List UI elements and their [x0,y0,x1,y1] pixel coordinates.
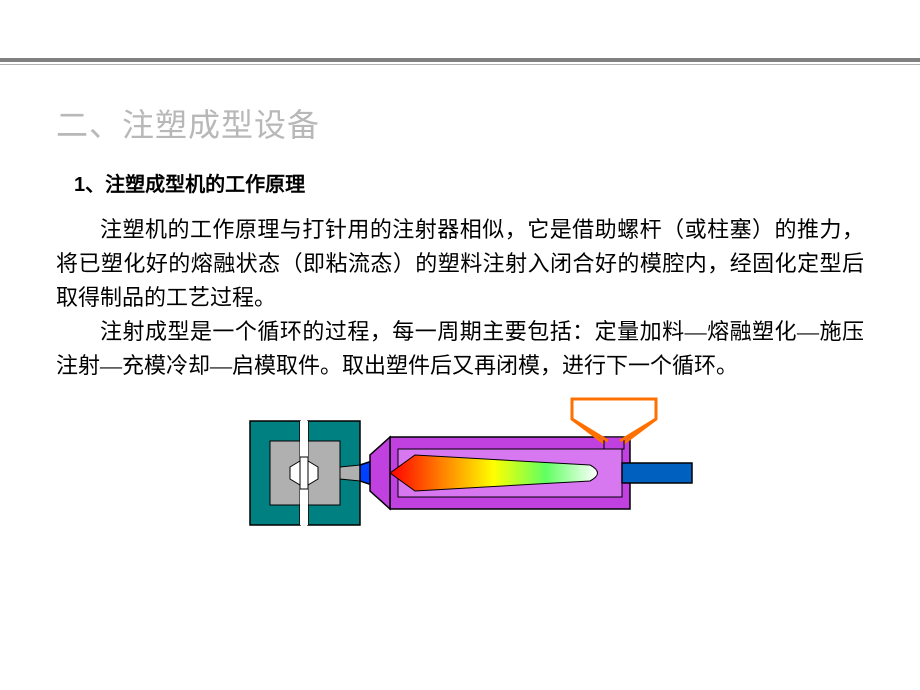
injection-molding-diagram [220,393,700,553]
sub-heading: 1、注塑成型机的工作原理 [74,168,864,197]
mold-block [250,421,360,525]
paragraph-2: 注射成型是一个循环的过程，每一周期主要包括：定量加料—熔融塑化—施压注射—充模冷… [56,315,864,383]
diagram-container [56,393,864,553]
paragraph-1: 注塑机的工作原理与打针用的注射器相似，它是借助螺杆（或柱塞）的推力，将已塑化好的… [56,213,864,315]
slide-content: 二、注塑成型设备 1、注塑成型机的工作原理 注塑机的工作原理与打针用的注射器相似… [0,0,920,553]
section-title: 二、注塑成型设备 [56,100,864,146]
body-text: 注塑机的工作原理与打针用的注射器相似，它是借助螺杆（或柱塞）的推力，将已塑化好的… [56,213,864,383]
plunger [622,463,692,483]
slide-divider [0,58,920,62]
